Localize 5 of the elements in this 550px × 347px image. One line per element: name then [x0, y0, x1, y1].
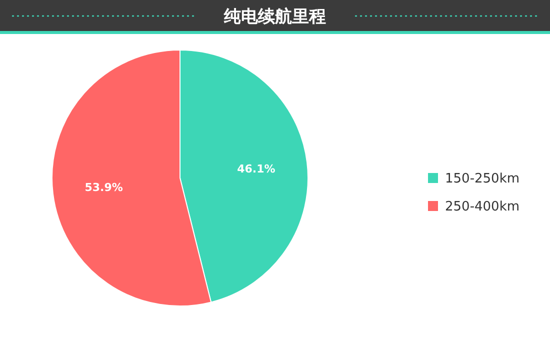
data-label: 53.9%	[84, 181, 123, 194]
legend-label: 250-400km	[445, 200, 520, 215]
chart-title: 纯电续航里程	[223, 7, 326, 27]
legend-label: 150-250km	[445, 172, 520, 187]
data-label: 46.1%	[237, 162, 276, 176]
